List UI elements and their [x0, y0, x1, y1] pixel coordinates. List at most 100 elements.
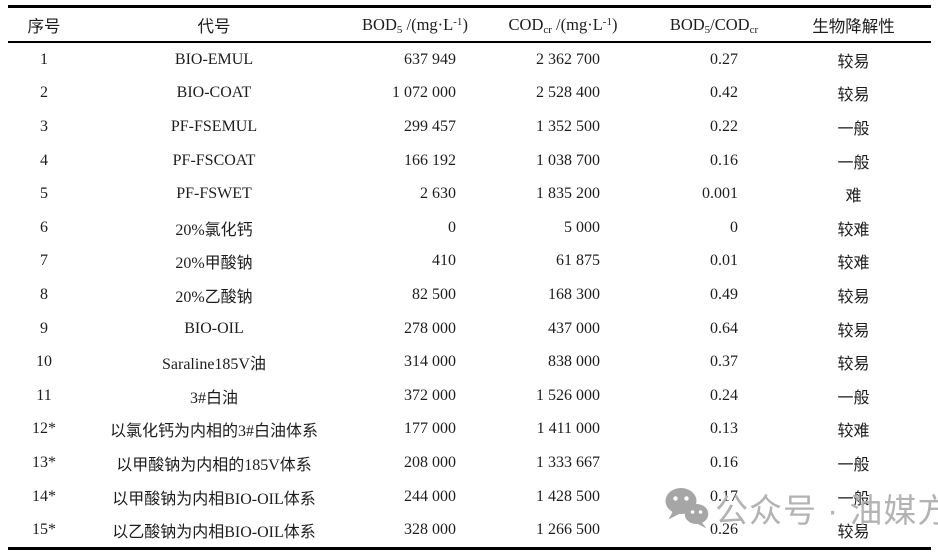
cell-seq: 5	[40, 185, 48, 203]
cell-bod5: 372 000	[404, 386, 456, 404]
cell-biodegradability: 较易	[837, 53, 870, 71]
ratio-cod-subscript: cr	[749, 23, 759, 36]
biodegradability-table: 序号 代号 BOD5 /(mg·L-1) CODcr /(mg·L-1) BOD…	[8, 5, 931, 550]
table-row: 3 PF-FSEMUL 299 457 1 352 500 0.22 一般	[8, 110, 931, 144]
cell-code: 以乙酸钠为内相BIO-OIL体系	[112, 524, 316, 542]
table-row: 1 BIO-EMUL 637 949 2 362 700 0.27 较易	[8, 42, 931, 77]
bod-base: BOD	[362, 14, 397, 34]
cell-cod: 1 411 000	[536, 420, 600, 438]
cell-bod-cod-ratio: 0.16	[710, 453, 738, 471]
bod-unit: /(mg·L	[402, 14, 454, 34]
cell-cod: 2 528 400	[536, 84, 600, 102]
cell-bod5: 278 000	[404, 319, 456, 337]
column-header-biodegradability: 生物降解性	[746, 6, 931, 43]
cell-seq: 1	[40, 50, 48, 68]
cell-biodegradability: 较易	[837, 524, 870, 542]
cell-code: BIO-OIL	[184, 319, 244, 337]
cell-biodegradability: 较易	[837, 322, 870, 340]
cell-bod5: 2 630	[420, 185, 456, 203]
cell-cod: 1 266 500	[536, 521, 600, 539]
cell-bod-cod-ratio: 0.64	[710, 319, 738, 337]
cell-cod: 838 000	[548, 353, 600, 371]
cell-bod5: 82 500	[412, 285, 456, 303]
cod-unit: /(mg·L	[551, 14, 603, 34]
cell-biodegradability: 较难	[837, 255, 870, 273]
cell-seq: 10	[36, 353, 52, 371]
ratio-header-label: BOD5/CODcr	[669, 14, 759, 36]
cell-biodegradability: 一般	[837, 456, 870, 474]
cell-code: PF-FSCOAT	[172, 151, 256, 169]
cell-biodegradability: 较难	[837, 221, 870, 239]
cell-seq: 2	[40, 84, 48, 102]
cell-seq: 13*	[32, 453, 56, 471]
table-row: 6 20%氯化钙 0 5 000 0 较难	[8, 211, 931, 245]
table-row: 10 Saraline185V油 314 000 838 000 0.37 较易	[8, 345, 931, 379]
cell-bod-cod-ratio: 0.26	[710, 521, 738, 539]
cod-superscript: -1	[602, 15, 612, 28]
cell-biodegradability: 难	[845, 188, 862, 206]
table-row: 15* 以乙酸钠为内相BIO-OIL体系 328 000 1 266 500 0…	[8, 513, 931, 548]
table-row: 4 PF-FSCOAT 166 192 1 038 700 0.16 一般	[8, 144, 931, 178]
cell-bod-cod-ratio: 0	[730, 218, 738, 236]
bio-header-label: 生物降解性	[812, 16, 895, 36]
table-row: 12* 以氯化钙为内相的3#白油体系 177 000 1 411 000 0.1…	[8, 413, 931, 447]
ratio-cod-base: COD	[714, 14, 750, 34]
table-row: 7 20%甲酸钠 410 61 875 0.01 较难	[8, 245, 931, 279]
code-header-label: 代号	[197, 16, 231, 36]
bod-superscript: -1	[453, 15, 463, 28]
column-header-seq: 序号	[8, 6, 80, 43]
cod-header-label: CODcr /(mg·L-1)	[508, 14, 618, 36]
cell-seq: 3	[40, 117, 48, 135]
cell-bod5: 410	[432, 252, 456, 270]
cell-seq: 9	[40, 319, 48, 337]
cell-bod-cod-ratio: 0.001	[702, 185, 738, 203]
cell-bod-cod-ratio: 0.01	[710, 252, 738, 270]
cell-cod: 2 362 700	[536, 50, 600, 68]
cell-biodegradability: 较难	[837, 423, 870, 441]
cell-bod-cod-ratio: 0.24	[710, 386, 738, 404]
cell-bod-cod-ratio: 0.22	[710, 117, 738, 135]
cod-base: COD	[508, 14, 544, 34]
ratio-slash: /	[710, 14, 715, 34]
cell-seq: 14*	[32, 487, 56, 505]
cell-bod5: 244 000	[404, 487, 456, 505]
table-row: 14* 以甲酸钠为内相BIO-OIL体系 244 000 1 428 500 0…	[8, 480, 931, 514]
cell-code: BIO-EMUL	[174, 50, 254, 68]
cell-cod: 1 526 000	[536, 386, 600, 404]
cell-cod: 1 333 667	[536, 453, 600, 471]
cell-bod-cod-ratio: 0.37	[710, 353, 738, 371]
cell-code: 20%乙酸钠	[175, 288, 253, 306]
cell-bod5: 1 072 000	[392, 84, 456, 102]
cell-code: 以氯化钙为内相的3#白油体系	[109, 423, 318, 441]
cell-code: PF-FSEMUL	[170, 117, 258, 135]
column-header-code: 代号	[80, 6, 348, 43]
table-row: 2 BIO-COAT 1 072 000 2 528 400 0.42 较易	[8, 77, 931, 111]
cell-cod: 1 835 200	[536, 185, 600, 203]
cell-bod5: 166 192	[404, 151, 456, 169]
cell-bod5: 299 457	[404, 117, 456, 135]
cell-bod-cod-ratio: 0.13	[710, 420, 738, 438]
cell-seq: 7	[40, 252, 48, 270]
seq-header-label: 序号	[27, 16, 61, 36]
cell-code: PF-FSWET	[176, 185, 252, 203]
cell-biodegradability: 一般	[837, 154, 870, 172]
table-row: 11 3#白油 372 000 1 526 000 0.24 一般	[8, 379, 931, 413]
ratio-bod-base: BOD	[669, 14, 705, 34]
cell-code: 20%甲酸钠	[175, 255, 253, 273]
cell-bod5: 314 000	[404, 353, 456, 371]
cell-seq: 15*	[32, 521, 56, 539]
cell-seq: 6	[40, 218, 48, 236]
column-header-bod-cod-ratio: BOD5/CODcr	[616, 6, 758, 43]
cell-seq: 8	[40, 285, 48, 303]
cell-biodegradability: 一般	[837, 120, 870, 138]
cell-bod5: 0	[448, 218, 456, 236]
bod5-header-label: BOD5 /(mg·L-1)	[362, 14, 468, 36]
cell-code: BIO-COAT	[176, 84, 252, 102]
cell-cod: 168 300	[548, 285, 600, 303]
ratio-bod-subscript: 5	[704, 23, 711, 36]
cell-bod5: 637 949	[404, 50, 456, 68]
cell-bod5: 208 000	[404, 453, 456, 471]
column-header-cod: CODcr /(mg·L-1)	[470, 6, 618, 43]
cell-bod-cod-ratio: 0.17	[710, 487, 738, 505]
